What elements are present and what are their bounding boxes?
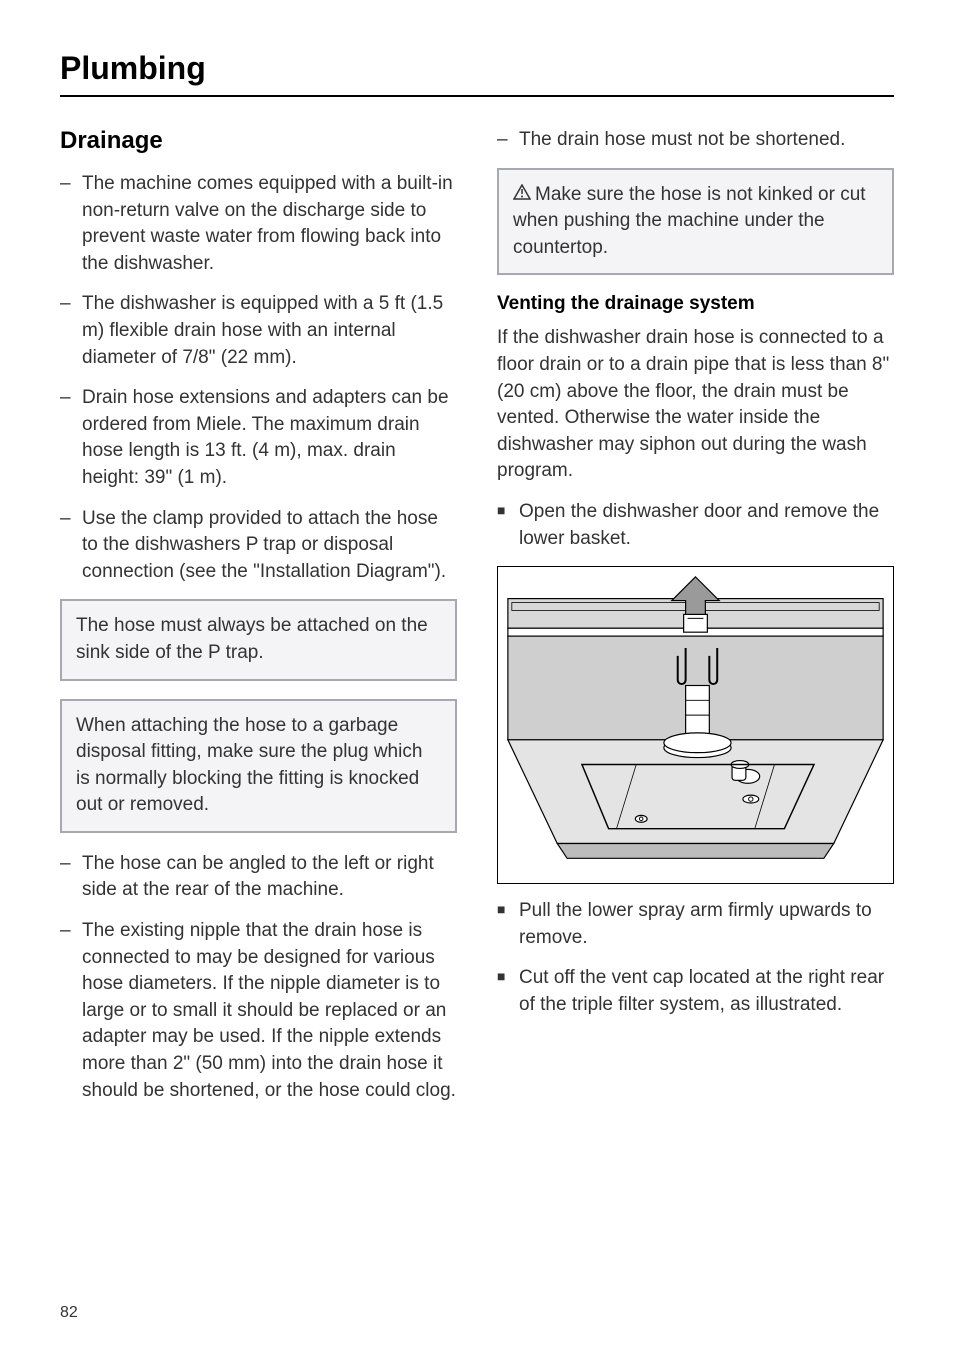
list-item: The dishwasher is equipped with a 5 ft (… — [60, 291, 457, 371]
list-item: The drain hose must not be shortened. — [497, 127, 894, 154]
right-column: The drain hose must not be shortened. Ma… — [497, 127, 894, 1118]
venting-step-1: Open the dishwasher door and remove the … — [497, 499, 894, 552]
venting-paragraph: If the dishwasher drain hose is connecte… — [497, 325, 894, 485]
list-item: The hose can be angled to the left or ri… — [60, 851, 457, 904]
list-item: Use the clamp provided to attach the hos… — [60, 506, 457, 586]
page-number: 82 — [60, 1304, 78, 1322]
right-bullets-top: The drain hose must not be shortened. — [497, 127, 894, 154]
two-column-layout: Drainage The machine comes equipped with… — [60, 127, 894, 1118]
left-column: Drainage The machine comes equipped with… — [60, 127, 457, 1118]
callout-disposal: When attaching the hose to a garbage dis… — [60, 699, 457, 833]
venting-steps-after-diagram: Pull the lower spray arm firmly upwards … — [497, 898, 894, 1018]
drainage-heading: Drainage — [60, 127, 457, 155]
list-item: Cut off the vent cap located at the righ… — [497, 965, 894, 1018]
callout-p-trap: The hose must always be attached on the … — [60, 599, 457, 680]
drainage-bullets-top: The machine comes equipped with a built-… — [60, 171, 457, 585]
list-item: The existing nipple that the drain hose … — [60, 918, 457, 1104]
venting-subheading: Venting the drainage system — [497, 293, 894, 315]
list-item: The machine comes equipped with a built-… — [60, 171, 457, 277]
list-item: Open the dishwasher door and remove the … — [497, 499, 894, 552]
warning-text: Make sure the hose is not kinked or cut … — [513, 184, 866, 258]
page-title: Plumbing — [60, 50, 894, 97]
list-item: Pull the lower spray arm firmly upwards … — [497, 898, 894, 951]
drainage-bullets-bottom: The hose can be angled to the left or ri… — [60, 851, 457, 1104]
spray-arm-diagram — [497, 566, 894, 884]
diagram-svg — [498, 567, 893, 883]
warning-triangle-icon — [513, 182, 531, 209]
list-item: Drain hose extensions and adapters can b… — [60, 385, 457, 491]
warning-box: Make sure the hose is not kinked or cut … — [497, 168, 894, 276]
